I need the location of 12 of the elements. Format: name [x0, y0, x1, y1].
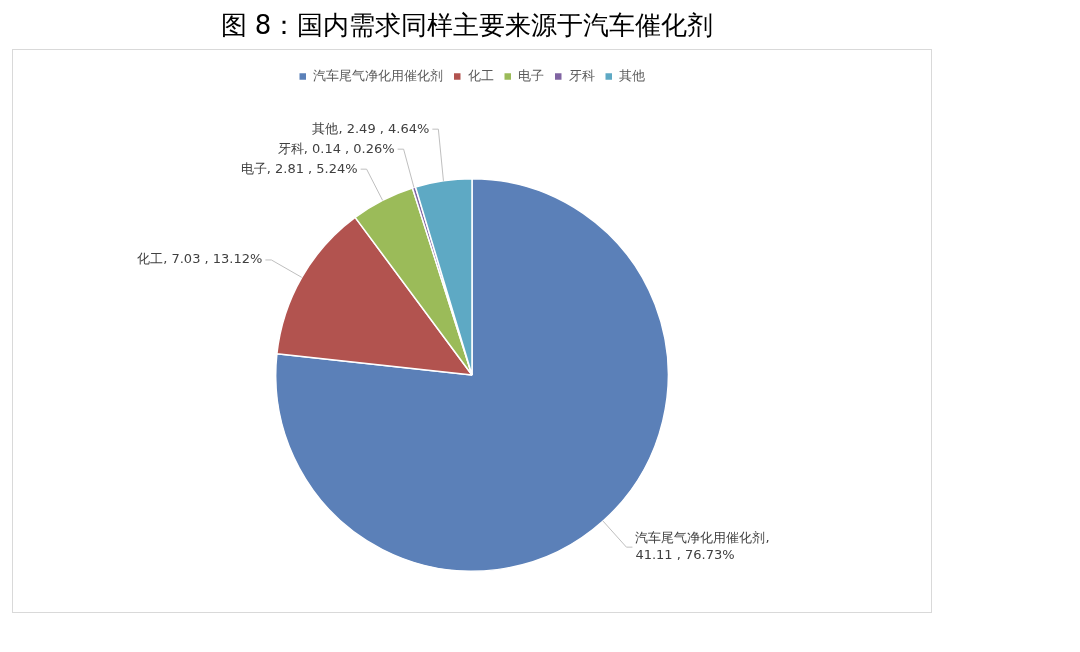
category-label: 汽车尾气净化用催化剂, [635, 530, 770, 546]
legend-label: 其他 [619, 67, 646, 83]
category-label: 化工, 7.03 , 13.12% [137, 251, 263, 267]
legend-label: 汽车尾气净化用催化剂 [313, 67, 444, 83]
category-label: 牙科, 0.14 , 0.26% [277, 140, 395, 156]
chart-title: 图 8：国内需求同样主要来源于汽车催化剂 [219, 9, 715, 42]
legend-label: 电子 [518, 67, 545, 83]
legend-label: 化工 [467, 67, 494, 83]
legend-label: 牙科 [568, 67, 595, 83]
category-label: 其他, 2.49 , 4.64% [312, 120, 430, 136]
category-label: 电子, 2.81 , 5.24% [240, 160, 358, 176]
text: 41.11 , 76.73% [635, 547, 735, 563]
